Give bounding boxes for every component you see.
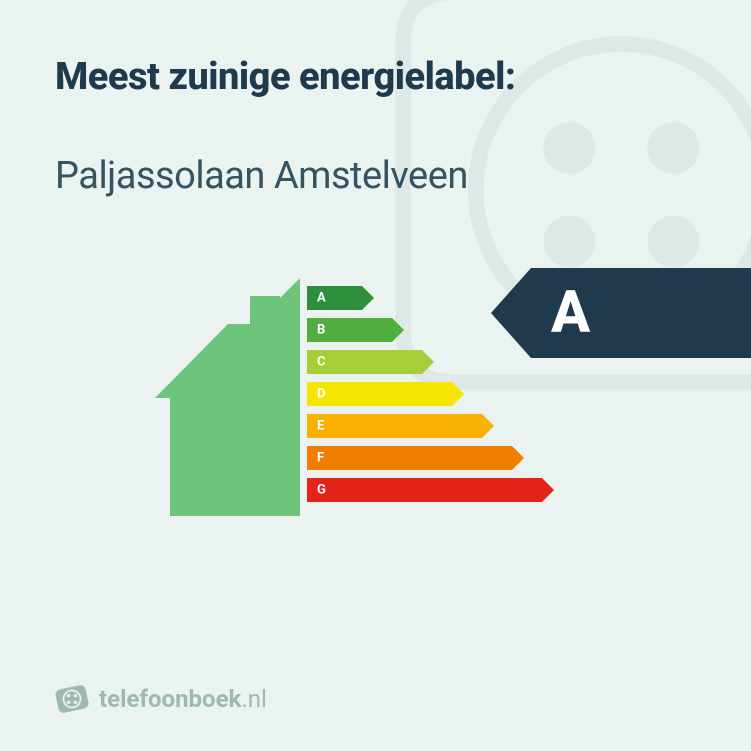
footer-tld: .nl: [241, 685, 266, 713]
card-title: Meest zuinige energielabel:: [55, 55, 696, 99]
card-subtitle: Paljassolaan Amstelveen: [55, 154, 696, 198]
rating-letter: A: [551, 279, 590, 347]
rating-badge-shape: [491, 268, 751, 358]
energy-bar-label-d: D: [317, 387, 325, 402]
energy-label-card: Meest zuinige energielabel: Paljassolaan…: [0, 0, 751, 751]
energy-bar-e: [307, 414, 494, 438]
energy-bar-label-b: B: [317, 323, 325, 338]
footer: telefoonboek.nl: [55, 682, 696, 721]
footer-logo-icon: [55, 682, 89, 716]
chart-area: A B C D E F G A: [55, 268, 696, 682]
energy-bar-g: [307, 478, 554, 502]
energy-bar-label-a: A: [317, 291, 326, 306]
energy-bar-label-f: F: [317, 451, 324, 466]
energy-bar-label-g: G: [317, 483, 326, 498]
energy-bar-label-c: C: [317, 355, 326, 370]
footer-brand: telefoonboek: [99, 685, 241, 713]
house-icon: [155, 278, 300, 516]
energy-bar-f: [307, 446, 524, 470]
energy-bar-c: [307, 350, 434, 374]
energy-bar-label-e: E: [317, 419, 325, 434]
footer-brand-text: telefoonboek.nl: [99, 685, 267, 713]
rating-badge: A: [491, 268, 751, 358]
energy-bar-d: [307, 382, 464, 406]
